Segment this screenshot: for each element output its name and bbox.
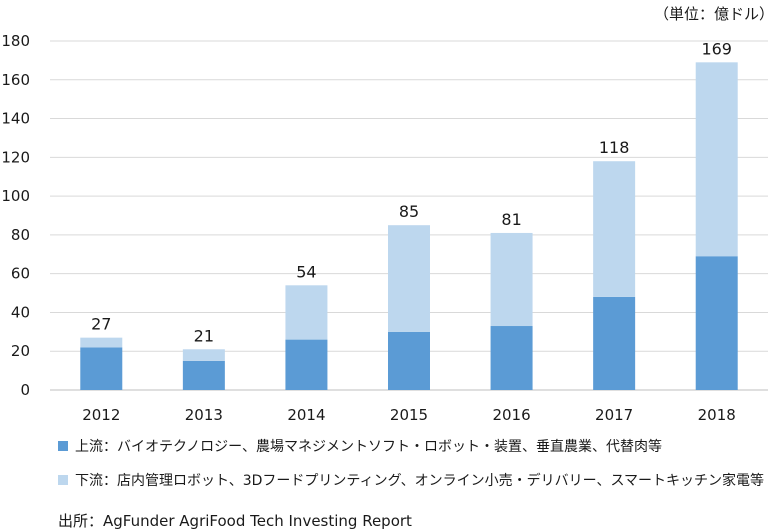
legend-downstream-label: 下流：店内管理ロボット、3Dフードプリンティング、オンライン小売・デリバリー、ス…	[75, 473, 765, 489]
bar-upstream	[182, 360, 225, 390]
total-label: 81	[501, 210, 521, 229]
y-tick-label: 140	[1, 110, 30, 128]
y-tick-label: 0	[20, 381, 30, 399]
y-tick-label: 120	[1, 148, 30, 166]
bar-upstream	[80, 347, 123, 390]
y-tick-label: 100	[1, 187, 30, 205]
total-label: 169	[701, 39, 732, 58]
total-label: 21	[194, 326, 214, 345]
x-tick-label: 2012	[82, 406, 120, 424]
legend-downstream: 下流：店内管理ロボット、3Dフードプリンティング、オンライン小売・デリバリー、ス…	[58, 470, 764, 490]
x-tick-label: 2014	[287, 406, 325, 424]
x-tick-label: 2017	[595, 406, 633, 424]
total-label: 27	[91, 315, 111, 334]
legend-downstream-swatch	[58, 475, 68, 485]
legend-upstream-swatch	[58, 441, 68, 451]
y-tick-label: 80	[11, 226, 30, 244]
y-tick-label: 40	[11, 303, 30, 321]
bar-upstream	[285, 339, 328, 390]
y-tick-label: 60	[11, 265, 30, 283]
legend-upstream: 上流：バイオテクノロジー、農場マネジメントソフト・ロボット・装置、垂直農業、代替…	[58, 436, 662, 456]
x-tick-label: 2013	[185, 406, 223, 424]
unit-label: （単位：億ドル）	[653, 5, 774, 23]
bar-upstream	[593, 296, 636, 390]
total-label: 118	[599, 138, 630, 157]
y-tick-label: 180	[1, 32, 30, 50]
y-tick-label: 160	[1, 71, 30, 89]
bar-downstream	[285, 285, 328, 340]
bar-upstream	[490, 326, 533, 390]
source-note: 出所：AgFunder AgriFood Tech Investing Repo…	[58, 512, 412, 530]
x-tick-label: 2018	[698, 406, 736, 424]
legend-upstream-label: 上流：バイオテクノロジー、農場マネジメントソフト・ロボット・装置、垂直農業、代替…	[75, 439, 663, 455]
bar-downstream	[593, 161, 636, 297]
y-tick-label: 20	[11, 342, 30, 360]
total-label: 54	[296, 262, 316, 281]
total-label: 85	[399, 202, 419, 221]
bar-upstream	[388, 331, 430, 390]
bar-downstream	[490, 232, 533, 327]
bar-downstream	[695, 62, 738, 257]
x-tick-label: 2016	[492, 406, 530, 424]
bar-downstream	[80, 337, 123, 348]
bar-downstream	[182, 349, 225, 361]
x-tick-label: 2015	[390, 406, 428, 424]
bar-upstream	[695, 256, 738, 390]
stacked-bar-chart: 0 20 40 60 80 100 120 140 160 180 27 2012 21 2013 54 20…	[1, 32, 768, 424]
bar-downstream	[388, 225, 430, 332]
